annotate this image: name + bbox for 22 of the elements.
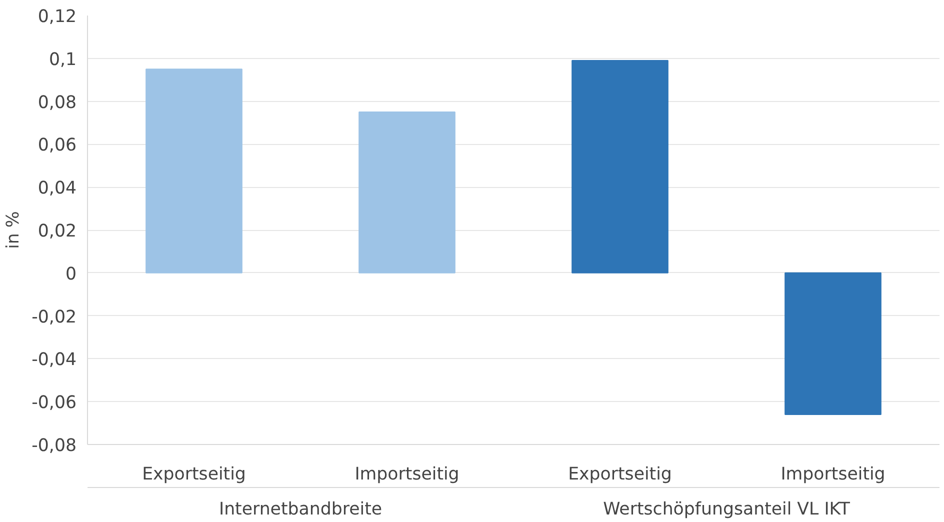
y-tick-label: 0,1: [48, 50, 77, 70]
x-tick-label: Exportseitig: [568, 464, 672, 484]
y-tick-label: 0,12: [38, 7, 77, 27]
y-tick-label: 0,02: [38, 222, 77, 242]
x-tick-label: Importseitig: [780, 464, 886, 484]
text: Internetbandbreite: [218, 500, 382, 520]
text: Wertschöpfungsanteil VL IKT: [603, 500, 850, 520]
y-axis-title: in %: [4, 211, 24, 249]
bar: [572, 60, 668, 274]
y-tick-label: -0,02: [32, 307, 77, 328]
bar: [784, 272, 882, 415]
y-tick-label: 0,04: [38, 178, 77, 199]
x-tick-label: Exportseitig: [142, 464, 246, 484]
y-tick-label: -0,08: [32, 436, 77, 456]
y-tick-label: 0: [65, 264, 77, 284]
x-tick-label: Importseitig: [354, 464, 460, 484]
y-tick-label: 0,08: [38, 92, 77, 113]
y-tick-label: -0,06: [32, 393, 77, 414]
bar: [358, 112, 456, 274]
y-tick-label: -0,04: [32, 350, 77, 370]
y-tick-label: 0,06: [38, 136, 77, 156]
bar: [146, 68, 242, 274]
